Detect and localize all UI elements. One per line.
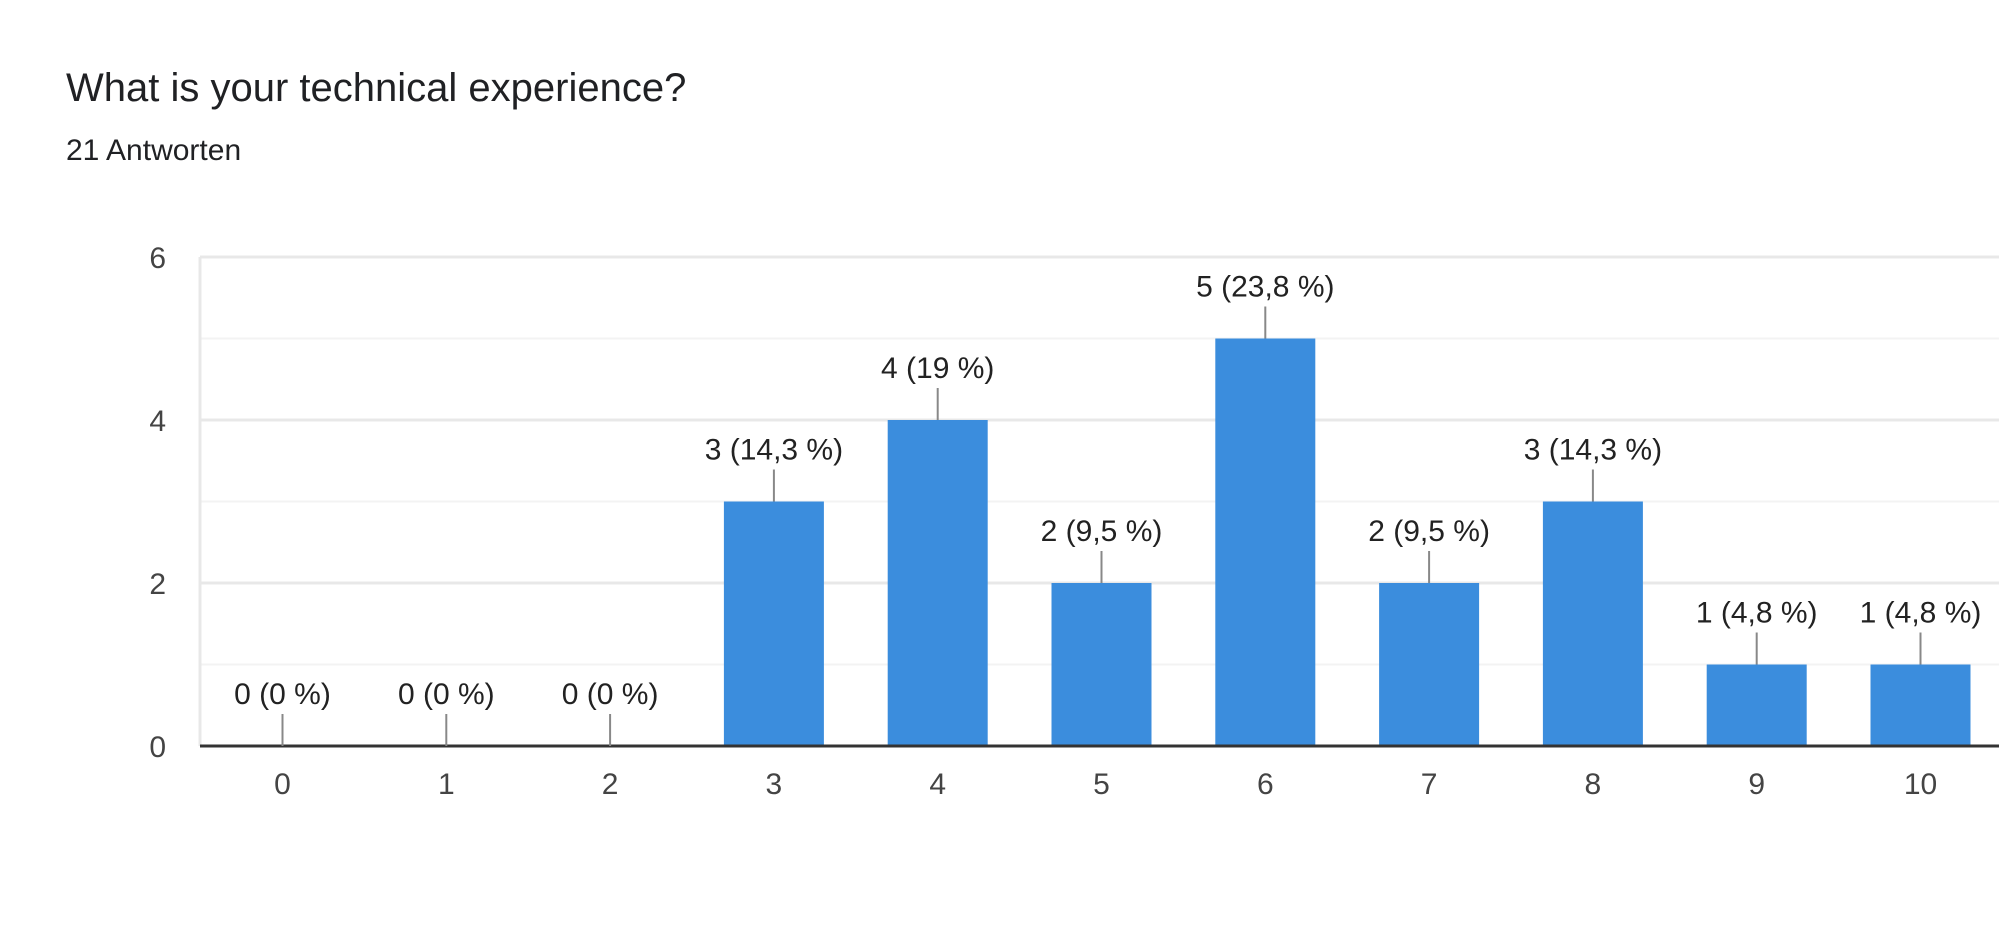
x-tick-label-0: 0 — [274, 768, 291, 801]
response-count: 21 Antworten — [66, 134, 242, 167]
y-tick-label-0: 0 — [149, 731, 166, 764]
data-label-8: 3 (14,3 %) — [1524, 434, 1662, 467]
x-tick-label-5: 5 — [1093, 768, 1110, 801]
bars — [723, 338, 1971, 746]
bar-6 — [1215, 338, 1316, 746]
bar-10 — [1870, 664, 1971, 746]
bar-3 — [723, 501, 824, 746]
data-label-7: 2 (9,5 %) — [1368, 515, 1490, 548]
bar-8 — [1542, 501, 1643, 746]
y-tick-label-6: 6 — [149, 242, 166, 275]
chart-title: What is your technical experience? — [66, 66, 687, 110]
x-tick-label-7: 7 — [1421, 768, 1438, 801]
bar-7 — [1379, 583, 1480, 746]
bar-5 — [1051, 583, 1152, 746]
data-label-4: 4 (19 %) — [881, 352, 994, 385]
x-tick-label-6: 6 — [1257, 768, 1274, 801]
x-tick-label-3: 3 — [766, 768, 783, 801]
axes: 0 2 4 6 0 1 2 3 4 5 6 7 8 9 10 — [149, 242, 1999, 801]
x-tick-label-4: 4 — [929, 768, 946, 801]
bar-9 — [1706, 664, 1807, 746]
x-tick-label-10: 10 — [1904, 768, 1937, 801]
x-tick-label-1: 1 — [438, 768, 455, 801]
x-tick-label-2: 2 — [602, 768, 619, 801]
bar-4 — [887, 420, 988, 746]
y-tick-label-4: 4 — [149, 405, 166, 438]
x-tick-label-9: 9 — [1748, 768, 1765, 801]
data-labels: 0 (0 %) 0 (0 %) 0 (0 %) 3 (14,3 %) 4 (19 %) 2… — [234, 271, 1982, 746]
data-label-0: 0 (0 %) — [234, 678, 331, 711]
data-label-5: 2 (9,5 %) — [1041, 515, 1163, 548]
data-label-2: 0 (0 %) — [562, 678, 659, 711]
data-label-6: 5 (23,8 %) — [1196, 271, 1334, 304]
data-label-1: 0 (0 %) — [398, 678, 495, 711]
data-label-10: 1 (4,8 %) — [1860, 597, 1982, 630]
y-tick-label-2: 2 — [149, 568, 166, 601]
x-tick-label-8: 8 — [1585, 768, 1602, 801]
gridlines — [198, 255, 1999, 746]
data-label-9: 1 (4,8 %) — [1696, 597, 1818, 630]
data-label-3: 3 (14,3 %) — [705, 434, 843, 467]
